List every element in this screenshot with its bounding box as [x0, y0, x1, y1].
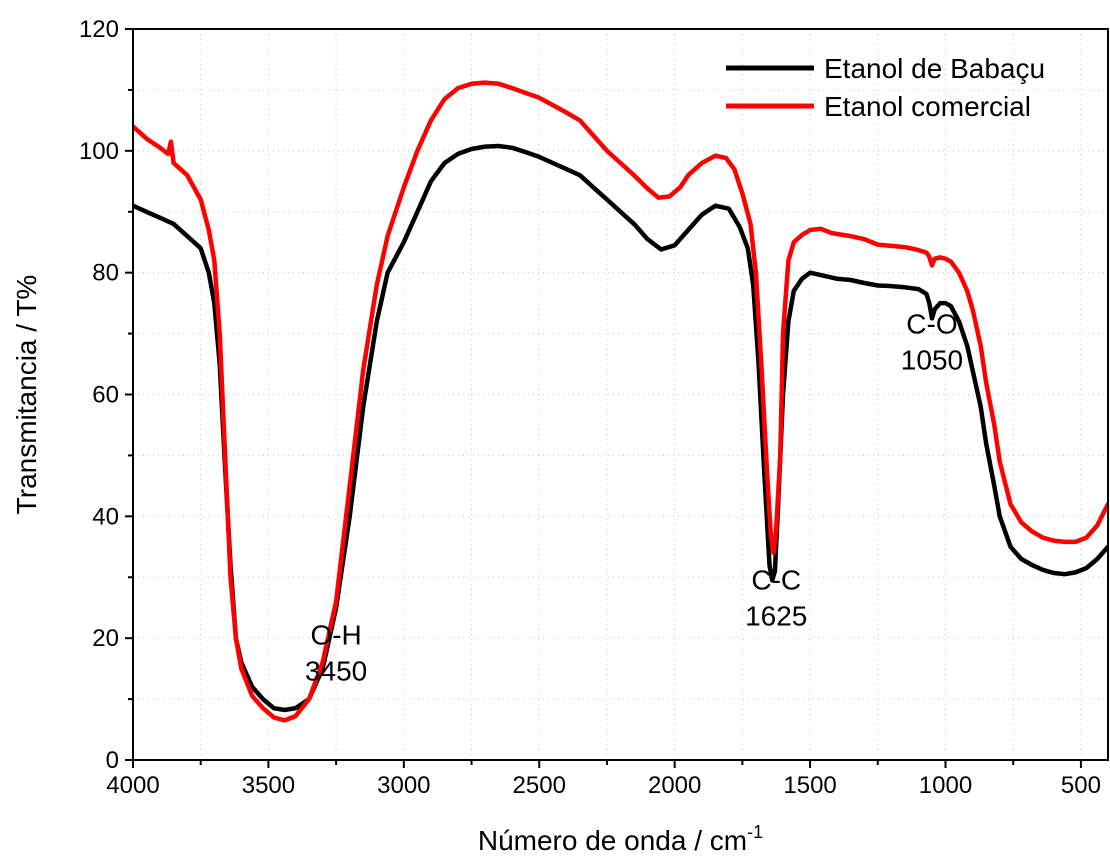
- y-tick-label: 40: [92, 503, 119, 530]
- peak-annotation-label: 1625: [745, 600, 807, 631]
- y-tick-label: 80: [92, 260, 119, 287]
- x-axis-title-main: Número de onda / cm: [478, 825, 747, 856]
- y-tick-label: 0: [106, 747, 119, 774]
- y-axis-title: Transmitancia / T%: [11, 275, 42, 515]
- series-line-2: [133, 80, 1108, 723]
- y-tick-label: 20: [92, 625, 119, 652]
- y-tick-label: 60: [92, 382, 119, 409]
- x-axis-title: Número de onda / cm-1: [478, 822, 763, 856]
- grid-lines: [132, 28, 1108, 761]
- y-tick-label: 120: [79, 16, 119, 43]
- legend-label: Etanol de Babaçu: [824, 53, 1045, 84]
- legend: Etanol de Babaçu Etanol comercial: [726, 53, 1045, 122]
- x-axis-title-superscript: -1: [747, 822, 763, 842]
- x-tick-label: 3500: [242, 772, 295, 799]
- plot-area-border: [132, 28, 1109, 761]
- peak-annotation-label: C-C: [751, 564, 801, 595]
- series-line-1: [133, 143, 1108, 713]
- peak-annotation-label: C-O: [906, 309, 957, 340]
- peak-annotation-label: 1050: [901, 345, 963, 376]
- x-tick-label: 1000: [919, 772, 972, 799]
- x-tick-label: 500: [1061, 772, 1101, 799]
- x-tick-label: 2500: [513, 772, 566, 799]
- x-tick-label: 3000: [377, 772, 430, 799]
- series-layer: [133, 80, 1108, 723]
- peak-annotations: O-H 3450 C-C 1625 C-O 1050: [305, 309, 963, 687]
- x-tick-label: 2000: [648, 772, 701, 799]
- y-tick-label: 100: [79, 138, 119, 165]
- x-tick-label: 4000: [106, 772, 159, 799]
- legend-label: Etanol comercial: [824, 91, 1031, 122]
- peak-annotation-label: 3450: [305, 655, 367, 686]
- x-tick-label: 1500: [783, 772, 836, 799]
- axis-ticks: 4000 3500 3000 2500 2000 1500 1000 500 0 20 40 60 80…: [79, 16, 1101, 799]
- peak-annotation-label: O-H: [310, 619, 361, 650]
